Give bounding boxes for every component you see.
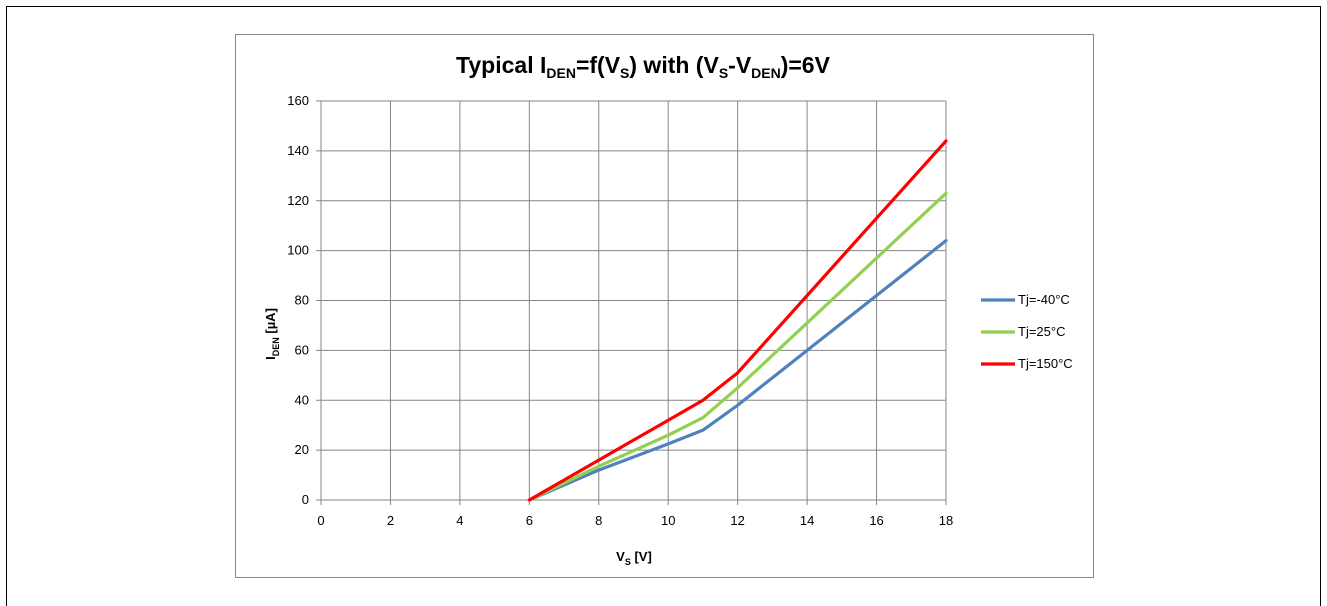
x-axis-title: VS [V] xyxy=(616,549,652,567)
x-tick-label: 18 xyxy=(939,513,953,528)
title-subscript: S xyxy=(719,65,728,81)
x-tick-label: 6 xyxy=(526,513,533,528)
y-axis-title-main: I xyxy=(263,356,278,360)
title-text: =f(V xyxy=(576,52,621,78)
y-tick-label: 60 xyxy=(295,342,309,357)
chart-title: Typical IDEN=f(VS) with (VS-VDEN)=6V xyxy=(456,52,831,81)
x-tick-label: 14 xyxy=(800,513,814,528)
y-tick-label: 0 xyxy=(302,492,309,507)
x-tick-label: 16 xyxy=(869,513,883,528)
title-text: )=6V xyxy=(781,52,831,78)
x-axis-title-main: V xyxy=(616,549,625,564)
x-tick-label: 12 xyxy=(730,513,744,528)
x-tick-labels: 0 2 4 6 8 10 12 14 16 18 xyxy=(317,500,953,528)
title-text: ) with (V xyxy=(629,52,719,78)
y-tick-label: 140 xyxy=(287,143,309,158)
legend-label: Tj=25°C xyxy=(1018,324,1065,339)
y-axis-title: IDEN [µA] xyxy=(263,308,281,360)
title-subscript: DEN xyxy=(546,65,576,81)
y-axis-title-unit: [µA] xyxy=(263,308,278,337)
legend-label: Tj=-40°C xyxy=(1018,292,1070,307)
x-tick-label: 4 xyxy=(456,513,463,528)
x-tick-label: 0 xyxy=(317,513,324,528)
chart-frame: Typical IDEN=f(VS) with (VS-VDEN)=6V 0 20… xyxy=(235,34,1094,578)
x-tick-label: 8 xyxy=(595,513,602,528)
series-line xyxy=(527,191,948,502)
legend: Tj=-40°C Tj=25°C Tj=150°C xyxy=(981,292,1073,371)
series-line xyxy=(527,139,948,502)
y-tick-label: 20 xyxy=(295,442,309,457)
x-axis-title-unit: [V] xyxy=(631,549,652,564)
y-tick-label: 100 xyxy=(287,243,309,258)
y-tick-labels: 0 20 40 60 80 100 120 140 160 xyxy=(287,93,321,507)
title-subscript: DEN xyxy=(751,65,781,81)
series-lines xyxy=(527,139,948,502)
x-tick-label: 2 xyxy=(387,513,394,528)
y-tick-label: 80 xyxy=(295,293,309,308)
page-frame xyxy=(6,6,1321,606)
line-chart: Typical IDEN=f(VS) with (VS-VDEN)=6V 020… xyxy=(263,52,1073,567)
y-axis-title-subscript: DEN xyxy=(271,337,281,356)
title-text: -V xyxy=(728,52,752,78)
x-axis-title-subscript: S xyxy=(625,557,631,567)
x-tick-label: 10 xyxy=(661,513,675,528)
y-tick-label: 40 xyxy=(295,392,309,407)
title-subscript: S xyxy=(620,65,629,81)
legend-label: Tj=150°C xyxy=(1018,356,1073,371)
grid xyxy=(320,100,947,501)
y-tick-label: 160 xyxy=(287,93,309,108)
series-line xyxy=(527,239,948,502)
y-tick-label: 120 xyxy=(287,193,309,208)
title-text: Typical I xyxy=(456,52,546,78)
